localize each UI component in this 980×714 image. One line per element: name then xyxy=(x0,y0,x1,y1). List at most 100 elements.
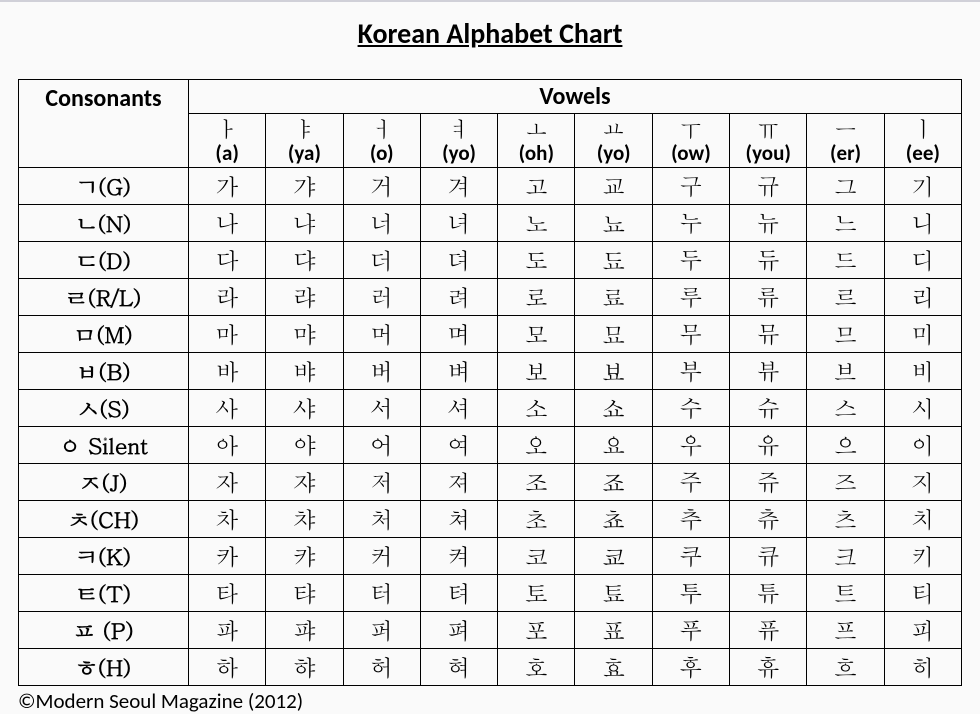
syllable-cell: 로 xyxy=(498,279,575,316)
syllable-cell: 하 xyxy=(189,649,266,686)
table-row: ㅈ(J)자쟈저져조죠주쥬즈지 xyxy=(19,464,962,501)
syllable-cell: 부 xyxy=(652,353,729,390)
syllable-cell: 요 xyxy=(575,427,652,464)
table-row: ㅍ (P)파퍄퍼펴포표푸퓨프피 xyxy=(19,612,962,649)
syllable-cell: 뱌 xyxy=(266,353,343,390)
vowel-char: ㅗ xyxy=(498,116,574,141)
vowel-col-header: ㅗ(oh) xyxy=(498,114,575,168)
syllable-cell: 듀 xyxy=(730,242,807,279)
syllable-cell: 수 xyxy=(652,390,729,427)
consonant-label: ㅋ(K) xyxy=(19,538,189,575)
table-row: ㅋ(K)카캬커켜코쿄쿠큐크키 xyxy=(19,538,962,575)
alphabet-table: Consonants Vowels ㅏ(a)ㅑ(ya)ㅓ(o)ㅕ(yo)ㅗ(oh… xyxy=(18,79,962,686)
syllable-cell: 드 xyxy=(807,242,884,279)
syllable-cell: 히 xyxy=(884,649,961,686)
syllable-cell: 거 xyxy=(343,168,420,205)
syllable-cell: 츄 xyxy=(730,501,807,538)
syllable-cell: 규 xyxy=(730,168,807,205)
syllable-cell: 도 xyxy=(498,242,575,279)
syllable-cell: 스 xyxy=(807,390,884,427)
syllable-cell: 지 xyxy=(884,464,961,501)
syllable-cell: 효 xyxy=(575,649,652,686)
syllable-cell: 터 xyxy=(343,575,420,612)
syllable-cell: 즈 xyxy=(807,464,884,501)
syllable-cell: 기 xyxy=(884,168,961,205)
syllable-cell: 여 xyxy=(420,427,497,464)
syllable-cell: 무 xyxy=(652,316,729,353)
syllable-cell: 표 xyxy=(575,612,652,649)
syllable-cell: 주 xyxy=(652,464,729,501)
consonant-label: ㅎ(H) xyxy=(19,649,189,686)
syllable-cell: 어 xyxy=(343,427,420,464)
syllable-cell: 느 xyxy=(807,205,884,242)
syllable-cell: 켜 xyxy=(420,538,497,575)
syllable-cell: 뵤 xyxy=(575,353,652,390)
syllable-cell: 푸 xyxy=(652,612,729,649)
syllable-cell: 서 xyxy=(343,390,420,427)
syllable-cell: 튜 xyxy=(730,575,807,612)
syllable-cell: 큐 xyxy=(730,538,807,575)
syllable-cell: 냐 xyxy=(266,205,343,242)
syllable-cell: 가 xyxy=(189,168,266,205)
vowel-romanization: (ee) xyxy=(885,141,961,165)
syllable-cell: 머 xyxy=(343,316,420,353)
syllable-cell: 프 xyxy=(807,612,884,649)
syllable-cell: 우 xyxy=(652,427,729,464)
header-row-1: Consonants Vowels xyxy=(19,80,962,114)
vowel-char: ㅡ xyxy=(807,116,883,141)
vowel-romanization: (you) xyxy=(730,141,806,165)
vowel-col-header: ㅑ(ya) xyxy=(266,114,343,168)
syllable-cell: 므 xyxy=(807,316,884,353)
syllable-cell: 보 xyxy=(498,353,575,390)
syllable-cell: 뎌 xyxy=(420,242,497,279)
table-row: ㅂ(B)바뱌버벼보뵤부뷰브비 xyxy=(19,353,962,390)
syllable-cell: 뮤 xyxy=(730,316,807,353)
syllable-cell: 추 xyxy=(652,501,729,538)
syllable-cell: 소 xyxy=(498,390,575,427)
syllable-cell: 겨 xyxy=(420,168,497,205)
syllable-cell: 며 xyxy=(420,316,497,353)
vowel-romanization: (o) xyxy=(344,141,420,165)
syllable-cell: 랴 xyxy=(266,279,343,316)
copyright-footer: ©Modern Seoul Magazine (2012) xyxy=(18,688,962,714)
syllable-cell: 너 xyxy=(343,205,420,242)
syllable-cell: 허 xyxy=(343,649,420,686)
syllable-cell: 초 xyxy=(498,501,575,538)
syllable-cell: 텨 xyxy=(420,575,497,612)
syllable-cell: 져 xyxy=(420,464,497,501)
syllable-cell: 녀 xyxy=(420,205,497,242)
table-row: ㄹ(R/L)라랴러려로료루류르리 xyxy=(19,279,962,316)
syllable-cell: 고 xyxy=(498,168,575,205)
syllable-cell: 툐 xyxy=(575,575,652,612)
syllable-cell: 죠 xyxy=(575,464,652,501)
consonant-label: ㅇ Silent xyxy=(19,427,189,464)
vowel-col-header: ㅛ(yo) xyxy=(575,114,652,168)
syllable-cell: 퍄 xyxy=(266,612,343,649)
vowel-romanization: (a) xyxy=(189,141,265,165)
consonant-label: ㄷ(D) xyxy=(19,242,189,279)
syllable-cell: 야 xyxy=(266,427,343,464)
syllable-cell: 파 xyxy=(189,612,266,649)
syllable-cell: 뷰 xyxy=(730,353,807,390)
syllable-cell: 커 xyxy=(343,538,420,575)
syllable-cell: 혀 xyxy=(420,649,497,686)
syllable-cell: 이 xyxy=(884,427,961,464)
syllable-cell: 루 xyxy=(652,279,729,316)
consonant-label: ㅊ(CH) xyxy=(19,501,189,538)
consonant-label: ㅍ (P) xyxy=(19,612,189,649)
syllable-cell: 조 xyxy=(498,464,575,501)
table-row: ㅁ(M)마먀머며모묘무뮤므미 xyxy=(19,316,962,353)
consonant-label: ㅁ(M) xyxy=(19,316,189,353)
vowel-char: ㅑ xyxy=(266,116,342,141)
syllable-cell: 바 xyxy=(189,353,266,390)
syllable-cell: 퍼 xyxy=(343,612,420,649)
syllable-cell: 르 xyxy=(807,279,884,316)
syllable-cell: 펴 xyxy=(420,612,497,649)
vowel-col-header: ㅡ(er) xyxy=(807,114,884,168)
syllable-cell: 마 xyxy=(189,316,266,353)
syllable-cell: 호 xyxy=(498,649,575,686)
syllable-cell: 쟈 xyxy=(266,464,343,501)
syllable-cell: 투 xyxy=(652,575,729,612)
syllable-cell: 트 xyxy=(807,575,884,612)
syllable-cell: 치 xyxy=(884,501,961,538)
